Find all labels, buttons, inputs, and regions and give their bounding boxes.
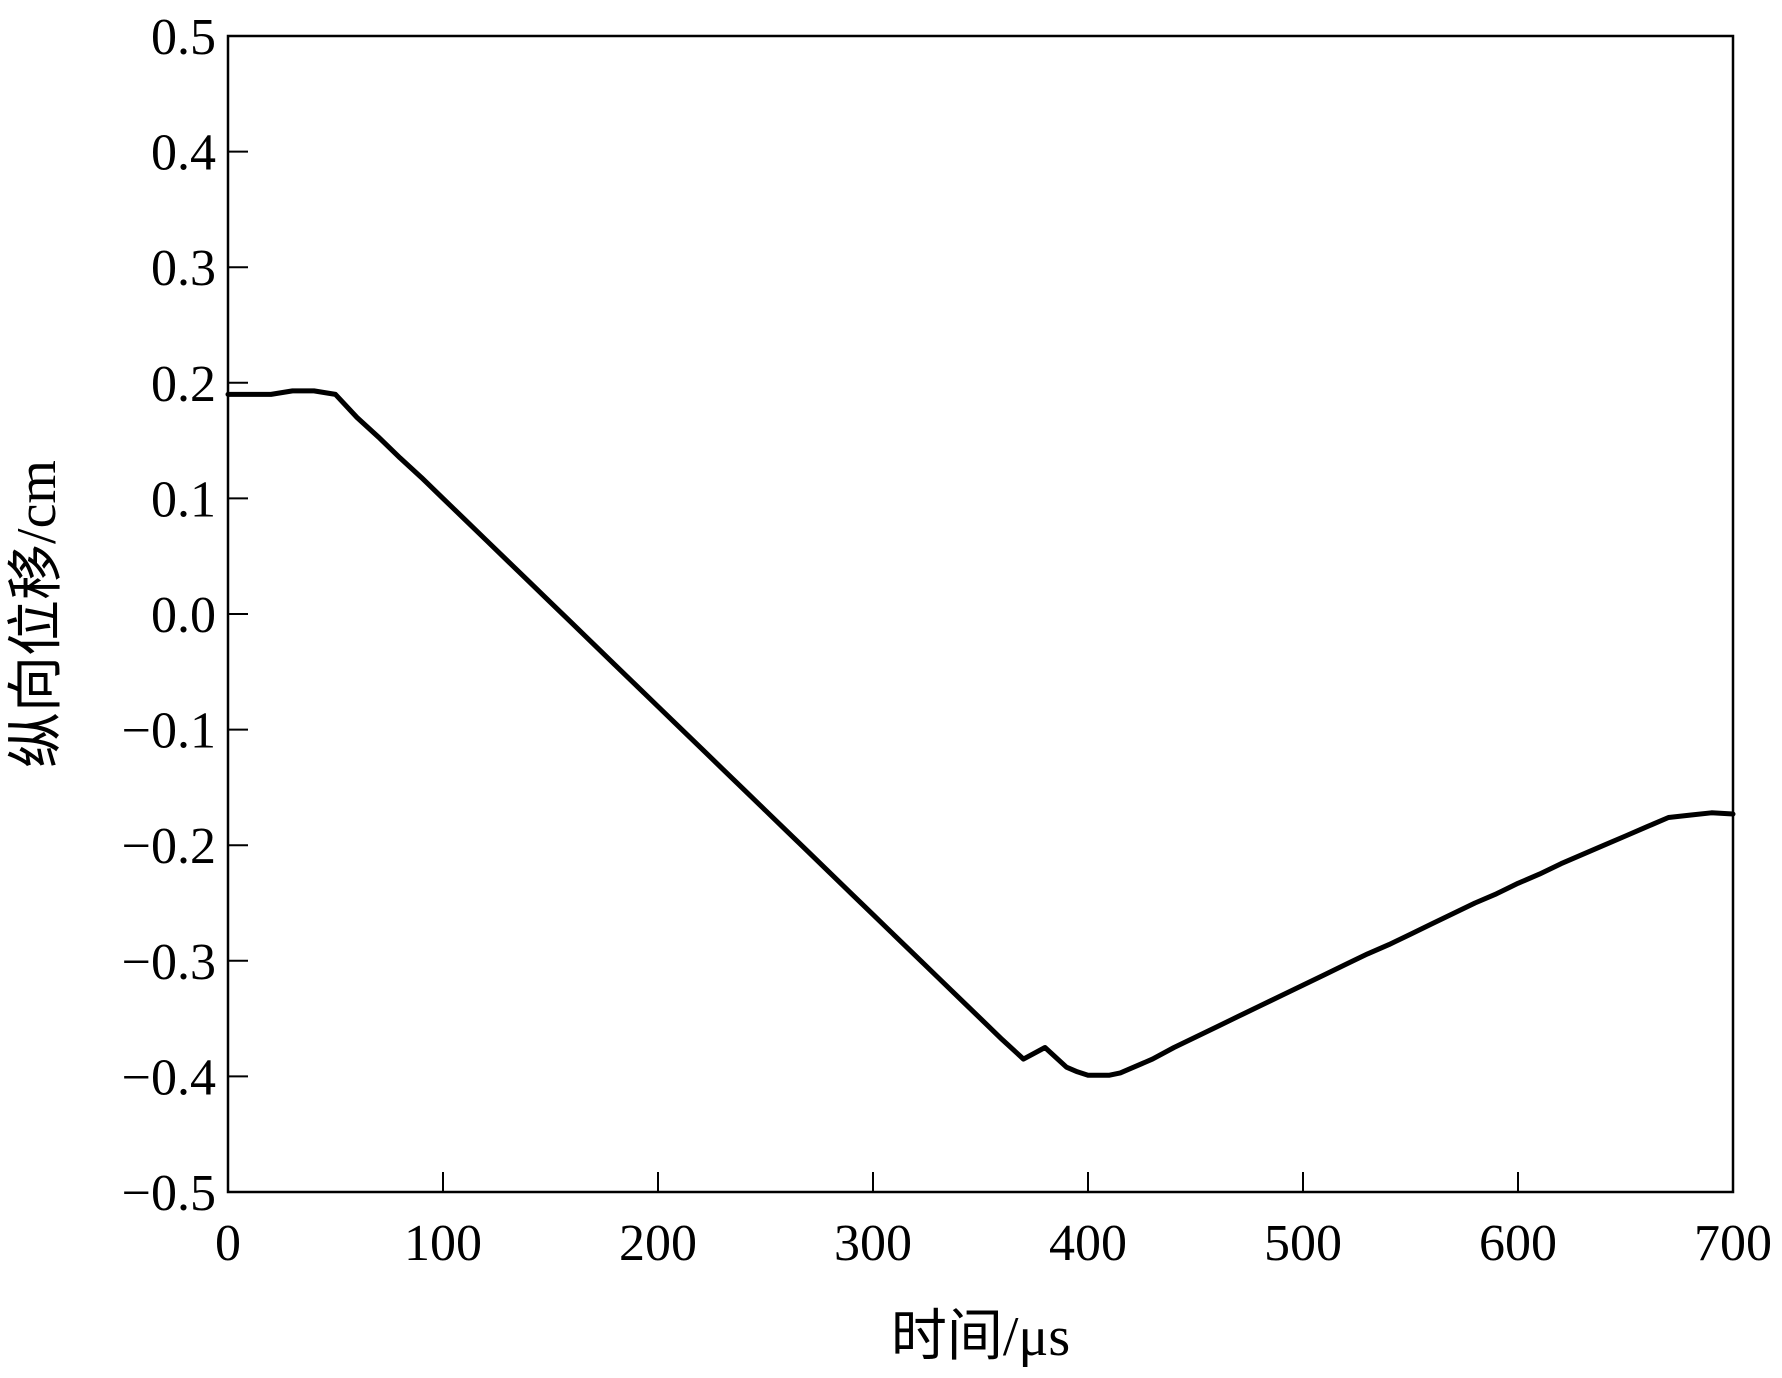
y-tick-label: −0.3: [122, 934, 216, 991]
series-line: [225, 388, 1736, 1078]
y-tick-label: 0.5: [151, 9, 216, 66]
y-tick-label: 0.2: [151, 356, 216, 413]
y-tick-label: 0.4: [151, 125, 216, 182]
y-tick-label: 0.0: [151, 587, 216, 644]
x-tick-label: 300: [834, 1215, 912, 1272]
x-tick-label: 600: [1479, 1215, 1557, 1272]
y-tick-label: 0.3: [151, 240, 216, 297]
x-tick-label: 700: [1694, 1215, 1772, 1272]
x-tick-label: 200: [619, 1215, 697, 1272]
x-tick-label: 100: [404, 1215, 482, 1272]
y-axis-title: 纵向位移/cm: [6, 460, 68, 768]
x-tick-label: 0: [215, 1215, 241, 1272]
plot-area: 0 100 200 300 400 500 600 700 0.5 0.4 0.3 0.2 0.1 0.0…: [122, 9, 1772, 1272]
x-tick-label: 400: [1049, 1215, 1127, 1272]
y-tick-label: −0.2: [122, 818, 216, 875]
x-axis-title: 时间/μs: [891, 1306, 1070, 1368]
y-tick-label: −0.1: [122, 703, 216, 760]
y-tick-label: −0.5: [122, 1165, 216, 1222]
y-tick-label: −0.4: [122, 1049, 216, 1106]
y-tick-label: 0.1: [151, 471, 216, 528]
x-tick-label: 500: [1264, 1215, 1342, 1272]
